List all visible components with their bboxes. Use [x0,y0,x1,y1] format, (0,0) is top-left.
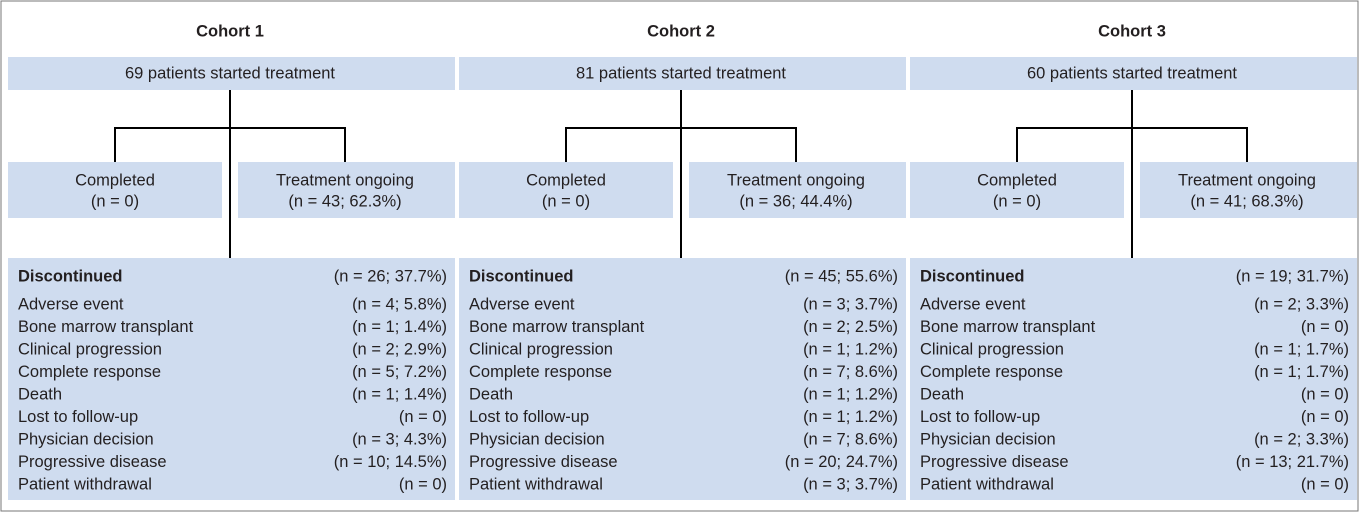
reason-n: (n = 3; 3.7%) [803,295,898,313]
completed-label: Completed [526,171,606,189]
reason-n: (n = 2; 2.5%) [803,318,898,336]
completed-label: Completed [75,171,155,189]
discontinued-box [910,258,1357,500]
reason-n: (n = 1; 1.7%) [1254,340,1349,358]
ongoing-label: Treatment ongoing [276,171,414,189]
ongoing-label: Treatment ongoing [1178,171,1316,189]
reason-label: Lost to follow-up [469,408,589,426]
reason-label: Adverse event [920,295,1026,313]
reason-n: (n = 3; 4.3%) [352,430,447,448]
reason-label: Physician decision [18,430,154,448]
reason-n: (n = 0) [399,475,447,493]
completed-box [8,162,222,218]
completed-n: (n = 0) [542,192,590,210]
start-label: 69 patients started treatment [125,64,335,82]
discontinued-n: (n = 26; 37.7%) [334,267,447,285]
ongoing-box [1140,162,1357,218]
discontinued-label: Discontinued [920,267,1025,285]
ongoing-n: (n = 36; 44.4%) [739,192,852,210]
discontinued-label: Discontinued [469,267,574,285]
reason-n: (n = 2; 3.3%) [1254,430,1349,448]
completed-box [459,162,673,218]
reason-n: (n = 13; 21.7%) [1236,453,1349,471]
reason-label: Lost to follow-up [920,408,1040,426]
reason-n: (n = 0) [1301,408,1349,426]
reason-label: Complete response [469,363,612,381]
discontinued-n: (n = 19; 31.7%) [1236,267,1349,285]
completed-box [910,162,1124,218]
reason-label: Progressive disease [469,453,618,471]
discontinued-label: Discontinued [18,267,123,285]
discontinued-box [8,258,455,500]
reason-n: (n = 2; 3.3%) [1254,295,1349,313]
reason-n: (n = 1; 1.2%) [803,385,898,403]
reason-label: Bone marrow transplant [920,318,1096,336]
start-label: 81 patients started treatment [576,64,786,82]
reason-label: Clinical progression [920,340,1064,358]
reason-label: Progressive disease [18,453,167,471]
completed-label: Completed [977,171,1057,189]
reason-n: (n = 0) [1301,318,1349,336]
reason-n: (n = 7; 8.6%) [803,430,898,448]
cohort-title: Cohort 2 [647,22,715,40]
cohort-title: Cohort 1 [196,22,264,40]
discontinued-n: (n = 45; 55.6%) [785,267,898,285]
reason-n: (n = 1; 1.2%) [803,408,898,426]
reason-label: Patient withdrawal [469,475,603,493]
reason-n: (n = 5; 7.2%) [352,363,447,381]
reason-n: (n = 1; 1.4%) [352,385,447,403]
start-box [910,57,1357,90]
reason-label: Death [920,385,964,403]
start-label: 60 patients started treatment [1027,64,1237,82]
reason-label: Bone marrow transplant [469,318,645,336]
reason-n: (n = 1; 1.7%) [1254,363,1349,381]
reason-label: Physician decision [920,430,1056,448]
cohort-title: Cohort 3 [1098,22,1166,40]
completed-n: (n = 0) [993,192,1041,210]
reason-label: Patient withdrawal [18,475,152,493]
reason-label: Physician decision [469,430,605,448]
reason-label: Complete response [920,363,1063,381]
reason-label: Death [469,385,513,403]
reason-label: Complete response [18,363,161,381]
ongoing-n: (n = 43; 62.3%) [288,192,401,210]
reason-label: Lost to follow-up [18,408,138,426]
discontinued-box [459,258,906,500]
reason-n: (n = 0) [1301,385,1349,403]
reason-n: (n = 1; 1.2%) [803,340,898,358]
reason-label: Bone marrow transplant [18,318,194,336]
start-box [8,57,455,90]
reason-label: Adverse event [18,295,124,313]
reason-n: (n = 2; 2.9%) [352,340,447,358]
reason-label: Patient withdrawal [920,475,1054,493]
ongoing-box [238,162,455,218]
reason-label: Progressive disease [920,453,1069,471]
reason-n: (n = 10; 14.5%) [334,453,447,471]
ongoing-box [689,162,906,218]
completed-n: (n = 0) [91,192,139,210]
reason-label: Clinical progression [469,340,613,358]
reason-label: Clinical progression [18,340,162,358]
reason-label: Adverse event [469,295,575,313]
reason-n: (n = 20; 24.7%) [785,453,898,471]
start-box [459,57,906,90]
reason-n: (n = 1; 1.4%) [352,318,447,336]
reason-n: (n = 7; 8.6%) [803,363,898,381]
reason-n: (n = 0) [399,408,447,426]
reason-n: (n = 4; 5.8%) [352,295,447,313]
reason-label: Death [18,385,62,403]
ongoing-n: (n = 41; 68.3%) [1190,192,1303,210]
reason-n: (n = 3; 3.7%) [803,475,898,493]
ongoing-label: Treatment ongoing [727,171,865,189]
reason-n: (n = 0) [1301,475,1349,493]
